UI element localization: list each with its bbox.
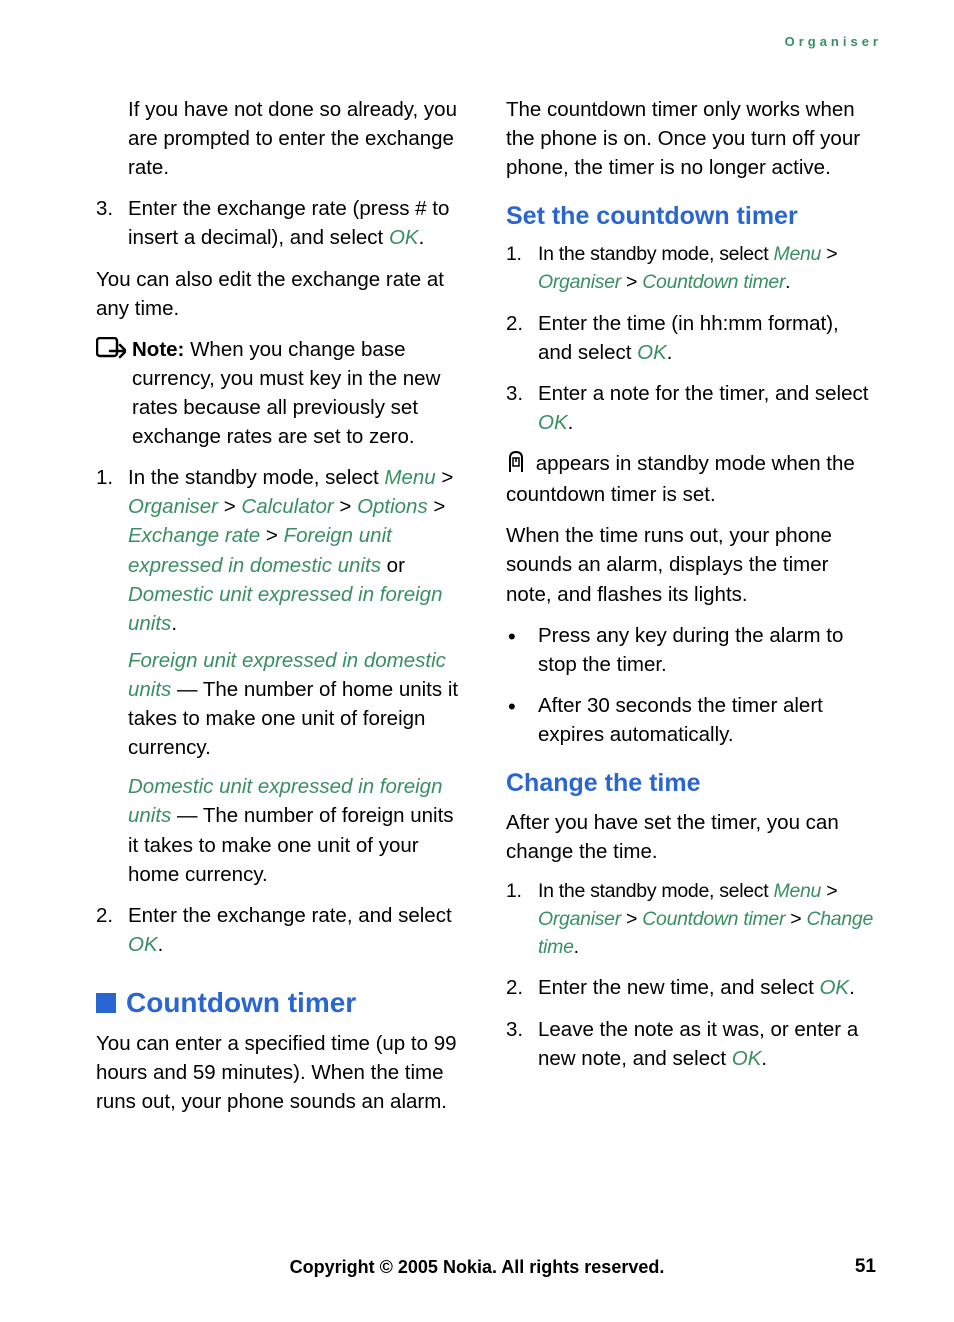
list-item: 2. Enter the new time, and select OK. xyxy=(506,973,876,1002)
text: . xyxy=(158,933,164,956)
menu-path: Options xyxy=(357,495,428,518)
timer-icon xyxy=(506,450,526,480)
list-item: 3. Leave the note as it was, or enter a … xyxy=(506,1015,876,1073)
ok-label: OK xyxy=(637,341,667,364)
page-number: 51 xyxy=(855,1256,876,1278)
text: Enter a note for the timer, and select xyxy=(538,382,868,405)
intro-text: If you have not done so already, you are… xyxy=(128,95,466,182)
text: > xyxy=(621,271,642,293)
definition: — The number of home units it takes to m… xyxy=(128,678,458,759)
text: Leave the note as it was, or enter a new… xyxy=(538,1018,858,1070)
text: Enter the exchange rate, and select xyxy=(128,904,452,927)
text: Press any key during the alarm to stop t… xyxy=(538,624,843,676)
section-heading: Countdown timer xyxy=(96,987,466,1019)
list-item: 3. Enter a note for the timer, and selec… xyxy=(506,379,876,437)
text: appears in standby mode when the countdo… xyxy=(506,452,855,506)
menu-path: Organiser xyxy=(128,495,218,518)
text: In the standby mode, select xyxy=(538,243,774,265)
text: > xyxy=(334,495,357,518)
menu-path: Countdown timer xyxy=(642,908,785,930)
paragraph: You can enter a specified time (up to 99… xyxy=(96,1029,466,1116)
ok-label: OK xyxy=(732,1047,762,1070)
text: > xyxy=(621,908,642,930)
ok-label: OK xyxy=(819,976,849,999)
text: . xyxy=(568,411,574,434)
subsection-heading: Set the countdown timer xyxy=(506,202,876,231)
text: . xyxy=(785,271,790,293)
paragraph: appears in standby mode when the countdo… xyxy=(506,449,876,509)
paragraph: When the time runs out, your phone sound… xyxy=(506,521,876,608)
list-number: 1. xyxy=(506,241,522,269)
left-column: If you have not done so already, you are… xyxy=(96,95,466,1128)
text: > xyxy=(436,466,454,489)
paragraph: The countdown timer only works when the … xyxy=(506,95,876,182)
text: . xyxy=(667,341,673,364)
list-number: 1. xyxy=(506,878,522,906)
list-item: After 30 seconds the timer alert expires… xyxy=(506,691,876,749)
list-item: 2. Enter the time (in hh:mm format), and… xyxy=(506,309,876,367)
text: or xyxy=(381,554,405,577)
text: > xyxy=(218,495,241,518)
menu-path: Menu xyxy=(774,880,822,902)
list-number: 3. xyxy=(506,379,523,408)
list-item: 3. Enter the exchange rate (press # to i… xyxy=(96,194,466,252)
text: Enter the time (in hh:mm format), and se… xyxy=(538,312,839,364)
page-header: Organiser xyxy=(96,34,884,49)
note-label: Note: xyxy=(132,338,184,361)
menu-path: Organiser xyxy=(538,908,621,930)
text: In the standby mode, select xyxy=(128,466,384,489)
paragraph: You can also edit the exchange rate at a… xyxy=(96,265,466,323)
note-icon xyxy=(96,337,126,363)
ok-label: OK xyxy=(389,226,419,249)
text: . xyxy=(849,976,855,999)
text: Enter the exchange rate (press xyxy=(128,197,415,220)
list-item: 2. Enter the exchange rate, and select O… xyxy=(96,901,466,959)
text: . xyxy=(171,612,177,635)
menu-path: Menu xyxy=(774,243,822,265)
ok-label: OK xyxy=(128,933,158,956)
text: > xyxy=(260,524,283,547)
right-column: The countdown timer only works when the … xyxy=(506,95,876,1128)
hash-key: # xyxy=(415,197,426,220)
list-number: 3. xyxy=(96,194,113,223)
text: > xyxy=(428,495,446,518)
ok-label: OK xyxy=(538,411,568,434)
menu-path: Menu xyxy=(384,466,435,489)
text: . xyxy=(574,936,579,958)
list-number: 2. xyxy=(506,973,523,1002)
text: > xyxy=(821,243,837,265)
paragraph: After you have set the timer, you can ch… xyxy=(506,808,876,866)
list-number: 3. xyxy=(506,1015,523,1044)
footer-copyright: Copyright © 2005 Nokia. All rights reser… xyxy=(0,1257,954,1278)
list-number: 1. xyxy=(96,463,113,492)
list-item: 1. In the standby mode, select Menu > Or… xyxy=(506,241,876,296)
text: Enter the new time, and select xyxy=(538,976,819,999)
text: . xyxy=(761,1047,767,1070)
text: In the standby mode, select xyxy=(538,880,774,902)
menu-path: Calculator xyxy=(241,495,333,518)
definition: — The number of foreign units it takes t… xyxy=(128,804,454,885)
text: > xyxy=(821,880,837,902)
menu-path: Organiser xyxy=(538,271,621,293)
text: After 30 seconds the timer alert expires… xyxy=(538,694,823,746)
heading-text: Countdown timer xyxy=(126,987,356,1019)
list-number: 2. xyxy=(96,901,113,930)
text: > xyxy=(785,908,806,930)
text: . xyxy=(419,226,425,249)
subsection-heading: Change the time xyxy=(506,769,876,798)
menu-path: Countdown timer xyxy=(642,271,785,293)
list-item: 1. In the standby mode, select Menu > Or… xyxy=(96,463,466,889)
bullet-square-icon xyxy=(96,993,116,1013)
menu-path: Exchange rate xyxy=(128,524,260,547)
list-item: 1. In the standby mode, select Menu > Or… xyxy=(506,878,876,961)
note-block: Note: When you change base currency, you… xyxy=(96,335,466,451)
list-item: Press any key during the alarm to stop t… xyxy=(506,621,876,679)
list-number: 2. xyxy=(506,309,523,338)
